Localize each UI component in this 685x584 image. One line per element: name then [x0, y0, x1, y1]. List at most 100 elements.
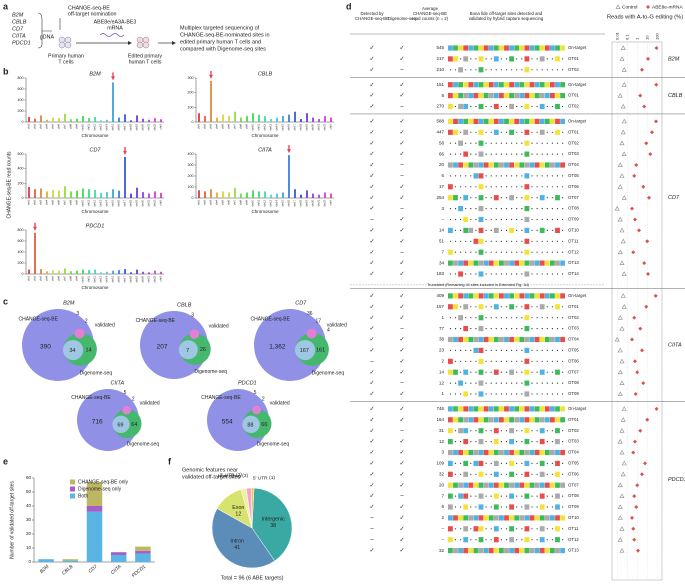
chromosome-label: chr20 — [311, 199, 315, 206]
match-dot — [500, 317, 502, 319]
chromosome-label: chr5 — [51, 199, 55, 205]
control-marker — [621, 460, 627, 466]
cs-check: ✓ — [369, 141, 374, 147]
venn-title: CIITA — [110, 380, 124, 386]
mismatch-cell — [478, 380, 484, 386]
mismatch-cell — [534, 417, 540, 423]
peak-bar — [148, 119, 150, 122]
gene-name: PDCD1 — [12, 40, 31, 46]
site-label: OT09 — [568, 504, 579, 509]
match-dot — [546, 495, 548, 497]
site-label: OT11 — [568, 526, 579, 531]
dg-check: – — [400, 173, 404, 179]
mismatch-cell — [493, 504, 499, 510]
sequence-cell — [524, 45, 530, 51]
mismatch-cell — [550, 162, 555, 168]
mismatch-cell — [504, 449, 509, 456]
validated-count: 3 — [76, 311, 79, 317]
match-dot — [516, 240, 518, 242]
control-marker — [619, 380, 625, 385]
peak-bar — [52, 189, 54, 198]
chromosome-label: chr20 — [141, 199, 145, 206]
peak-bar — [276, 117, 278, 122]
mismatch-cell — [493, 439, 499, 445]
match-dot — [465, 69, 467, 71]
control-marker — [620, 471, 626, 477]
site-label: OT06 — [568, 184, 579, 189]
cs-check: ✓ — [369, 406, 374, 412]
chromosome-label: chr8 — [69, 275, 73, 281]
mismatch-cell — [539, 129, 545, 135]
mismatch-cell — [529, 336, 535, 343]
mismatch-cell — [448, 336, 453, 343]
read-count: 6 — [441, 173, 444, 178]
match-dot — [490, 430, 492, 432]
dg-check: – — [400, 428, 404, 434]
match-dot — [454, 317, 457, 319]
peak-bar — [234, 111, 236, 122]
match-dot — [470, 382, 472, 384]
mismatch-cell — [555, 336, 560, 343]
match-dot — [551, 240, 554, 242]
edited-marker — [646, 5, 650, 9]
peak-bar — [264, 191, 266, 198]
mismatch-cell — [448, 195, 453, 201]
match-dot — [521, 430, 523, 432]
sequence-cell — [560, 82, 565, 88]
match-dot — [449, 208, 451, 210]
match-dot — [531, 58, 533, 60]
mismatch-cell — [493, 260, 499, 266]
chromosome-label: chr8 — [69, 199, 73, 205]
mismatch-cell — [524, 249, 530, 255]
peak-bar — [64, 186, 66, 198]
match-dot — [460, 462, 462, 464]
match-dot — [475, 105, 477, 108]
mismatch-cell — [478, 93, 484, 99]
mismatch-cell — [478, 238, 484, 244]
slice-label: Intron — [230, 539, 244, 545]
chromosome-label: chr17 — [123, 199, 127, 206]
peak-bar — [270, 194, 272, 198]
mismatch-cell — [504, 515, 509, 521]
control-marker — [617, 249, 623, 255]
peak-bar — [318, 194, 320, 198]
mismatch-cell — [478, 471, 484, 477]
sequence-cell — [555, 45, 560, 51]
chromosome-label: chr21 — [147, 199, 151, 206]
mismatch-cell — [544, 417, 550, 423]
mismatch-cell — [478, 129, 484, 135]
match-dot — [536, 495, 538, 497]
match-dot — [546, 105, 548, 108]
mismatch-cell — [544, 548, 550, 554]
cs-check: ✓ — [369, 326, 374, 332]
control-marker — [620, 293, 626, 298]
chromosome-label: chr13 — [99, 199, 103, 206]
sequence-cell — [448, 82, 453, 88]
mismatch-cell — [550, 548, 555, 554]
site-label: OT04 — [568, 337, 579, 342]
mismatch-cell — [478, 460, 484, 466]
match-dot — [460, 153, 462, 155]
match-dot — [551, 208, 554, 210]
match-dot — [490, 142, 492, 144]
edited-label: Edited primary — [128, 53, 162, 59]
sequence-cell — [468, 293, 474, 299]
mismatch-cell — [509, 526, 514, 532]
match-dot — [541, 382, 543, 384]
match-dot — [470, 142, 472, 144]
control-marker — [621, 195, 627, 200]
match-dot — [511, 142, 513, 144]
edited-marker — [630, 515, 634, 520]
match-dot — [470, 328, 472, 330]
mismatch-cell — [493, 304, 499, 310]
mismatch-cell — [519, 515, 525, 521]
read-count: 2 — [441, 358, 444, 363]
match-dot — [536, 153, 538, 155]
sequence-cell — [473, 293, 479, 299]
mismatch-cell — [504, 482, 509, 488]
edited-marker — [638, 93, 643, 98]
chromosome-label: chr22 — [323, 199, 327, 206]
peak-bar — [312, 117, 314, 122]
mismatch-cell — [458, 271, 463, 277]
edited-marker — [633, 439, 638, 444]
